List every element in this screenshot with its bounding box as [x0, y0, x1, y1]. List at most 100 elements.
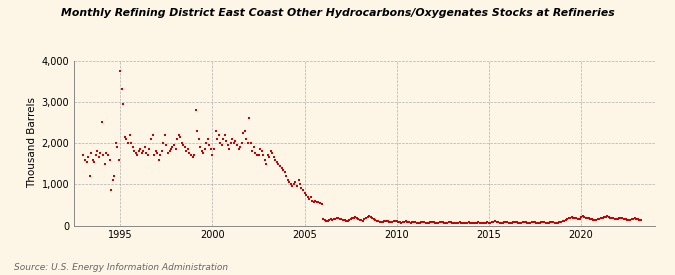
- Point: [491, 219, 502, 224]
- Point: [171, 137, 182, 141]
- Point: [464, 220, 475, 224]
- Point: [204, 143, 215, 147]
- Point: [528, 219, 539, 224]
- Point: [427, 219, 437, 224]
- Point: [448, 221, 459, 225]
- Point: [479, 221, 489, 225]
- Point: [466, 221, 477, 225]
- Point: [176, 141, 187, 145]
- Point: [524, 221, 535, 225]
- Point: [399, 219, 410, 224]
- Point: [477, 221, 488, 226]
- Point: [454, 220, 465, 224]
- Point: [483, 221, 494, 225]
- Point: [588, 218, 599, 222]
- Point: [234, 147, 244, 151]
- Point: [352, 216, 362, 220]
- Point: [387, 219, 398, 224]
- Point: [468, 221, 479, 226]
- Point: [312, 199, 323, 204]
- Point: [221, 139, 232, 143]
- Point: [456, 221, 466, 225]
- Point: [98, 153, 109, 158]
- Point: [165, 147, 176, 151]
- Point: [508, 220, 519, 224]
- Point: [277, 168, 288, 172]
- Point: [308, 199, 319, 204]
- Point: [585, 217, 595, 221]
- Point: [87, 157, 98, 162]
- Point: [347, 216, 358, 221]
- Point: [218, 137, 229, 141]
- Point: [516, 221, 526, 225]
- Point: [421, 221, 431, 225]
- Point: [414, 221, 425, 225]
- Point: [138, 149, 148, 153]
- Point: [222, 143, 233, 147]
- Point: [248, 145, 259, 149]
- Point: [400, 219, 411, 224]
- Point: [452, 221, 462, 225]
- Point: [424, 221, 435, 225]
- Point: [269, 155, 279, 160]
- Point: [130, 151, 141, 156]
- Point: [232, 143, 242, 147]
- Text: Source: U.S. Energy Information Administration: Source: U.S. Energy Information Administ…: [14, 263, 227, 272]
- Point: [235, 145, 246, 149]
- Point: [494, 221, 505, 225]
- Point: [142, 153, 153, 158]
- Point: [230, 139, 241, 143]
- Point: [556, 219, 566, 224]
- Point: [325, 217, 336, 222]
- Point: [212, 137, 223, 141]
- Point: [442, 221, 453, 225]
- Point: [322, 219, 333, 223]
- Point: [618, 217, 629, 221]
- Point: [193, 137, 204, 141]
- Point: [188, 153, 199, 158]
- Point: [254, 147, 265, 151]
- Point: [209, 147, 219, 151]
- Point: [591, 218, 601, 222]
- Point: [282, 178, 293, 182]
- Point: [398, 220, 408, 224]
- Point: [582, 216, 593, 220]
- Point: [476, 221, 487, 225]
- Point: [173, 133, 184, 137]
- Point: [97, 120, 107, 125]
- Point: [147, 133, 158, 137]
- Point: [360, 216, 371, 220]
- Point: [213, 133, 224, 137]
- Point: [273, 161, 284, 166]
- Point: [539, 220, 549, 224]
- Point: [358, 218, 369, 223]
- Point: [293, 178, 304, 182]
- Point: [101, 151, 112, 156]
- Point: [583, 216, 594, 221]
- Point: [201, 141, 212, 145]
- Point: [163, 151, 173, 156]
- Point: [612, 217, 623, 221]
- Point: [616, 216, 626, 220]
- Point: [186, 153, 196, 158]
- Point: [453, 221, 464, 225]
- Point: [441, 221, 452, 225]
- Point: [216, 143, 227, 147]
- Point: [580, 216, 591, 220]
- Point: [402, 219, 413, 224]
- Point: [462, 221, 472, 225]
- Point: [634, 218, 645, 222]
- Point: [433, 221, 443, 225]
- Point: [132, 153, 142, 158]
- Point: [392, 219, 402, 224]
- Point: [370, 218, 381, 222]
- Point: [157, 149, 167, 153]
- Point: [418, 219, 429, 224]
- Point: [625, 218, 636, 222]
- Point: [405, 221, 416, 225]
- Point: [510, 219, 520, 224]
- Point: [505, 221, 516, 225]
- Point: [107, 178, 118, 182]
- Point: [577, 214, 588, 219]
- Point: [593, 217, 603, 222]
